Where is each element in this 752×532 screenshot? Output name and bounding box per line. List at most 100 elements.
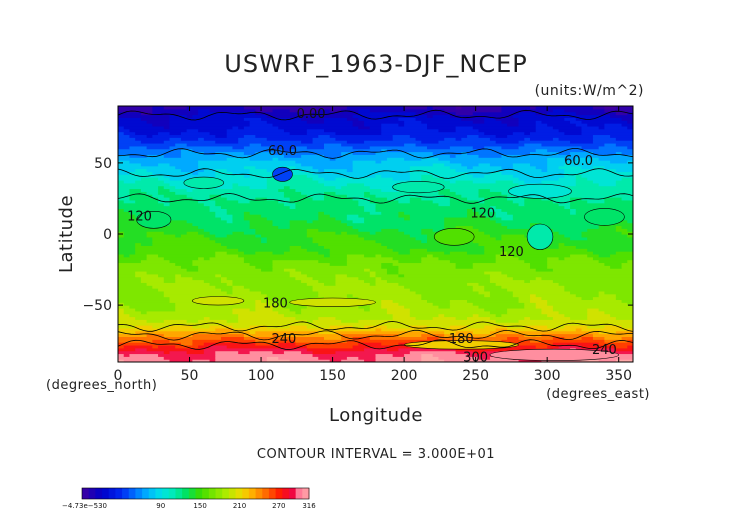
contour-cell (570, 120, 583, 124)
contour-cell (215, 273, 222, 278)
contour-label: 0.00 (297, 107, 326, 122)
contour-cell (118, 131, 125, 136)
contour-cell (386, 148, 537, 153)
contour-cell (118, 359, 125, 362)
contour-cell (604, 262, 623, 266)
contour-cell (484, 199, 514, 204)
contour-cell (118, 162, 142, 167)
contour-cell (163, 333, 193, 337)
contour-cell (358, 199, 371, 204)
plot-area (118, 106, 633, 362)
contour-cell (163, 350, 171, 355)
contour-cell (558, 344, 583, 349)
contour-cell (118, 205, 211, 209)
contour-cell (306, 319, 314, 323)
contour-interval-text: CONTOUR INTERVAL = 3.000E+01 (257, 447, 495, 462)
contour-cell (467, 299, 520, 303)
contour-cell (518, 140, 571, 144)
contour-cell (169, 359, 193, 362)
contour-cell (530, 316, 554, 320)
contour-cell (243, 117, 262, 121)
contour-cell (118, 108, 153, 113)
contour-cell (570, 236, 588, 241)
contour-cell (192, 339, 256, 343)
contour-cell (381, 342, 399, 346)
contour-cell (169, 197, 193, 201)
contour-cell (312, 319, 342, 323)
contour-cell (449, 325, 468, 329)
contour-cell (409, 177, 422, 181)
contour-cell (524, 279, 531, 283)
contour-cell (118, 245, 136, 249)
contour-cell (369, 108, 445, 113)
contour-cell (249, 199, 279, 204)
contour-cell (135, 248, 239, 252)
contour-cell (512, 114, 611, 118)
contour-cell (198, 111, 256, 116)
contour-cell (358, 319, 497, 323)
contour-cell (501, 120, 520, 124)
contour-cell (215, 171, 234, 175)
contour-cell (524, 131, 531, 136)
contour-cell (352, 162, 434, 167)
contour-cell (283, 313, 394, 318)
contour-cell (352, 344, 440, 349)
contour-cell (444, 313, 474, 318)
contour-cell (169, 137, 182, 141)
contour-cell (118, 145, 131, 150)
contour-cell (209, 325, 234, 329)
contour-cell (169, 145, 234, 150)
contour-cell (123, 359, 171, 362)
contour-cell (255, 151, 274, 155)
contour-cell (415, 137, 445, 141)
contour-cell (455, 225, 474, 229)
contour-cell (118, 270, 136, 275)
contour-cell (306, 120, 325, 124)
contour-cell (226, 128, 285, 133)
contour-cell (118, 319, 148, 323)
colorbar-cell (88, 488, 96, 499)
contour-line-0 (118, 109, 633, 121)
contour-cell (226, 290, 234, 295)
contour-cell (558, 245, 577, 249)
contour-cell (346, 117, 359, 121)
contour-cell (438, 356, 480, 360)
contour-cell (129, 191, 148, 195)
contour-cell (364, 236, 417, 241)
contour-cell (478, 290, 491, 295)
contour-cell (467, 325, 485, 329)
contour-cell (541, 310, 560, 315)
y-unit-label: (degrees_north) (46, 378, 157, 393)
contour-cell (346, 253, 365, 258)
contour-cell (324, 117, 348, 121)
contour-cell (570, 211, 577, 215)
contour-cell (306, 273, 337, 278)
contour-cell (358, 214, 399, 218)
contour-cell (570, 316, 588, 320)
contour-cell (243, 165, 256, 170)
contour-cell (266, 239, 314, 244)
contour-cell (421, 296, 520, 301)
contour-cell (335, 276, 359, 281)
contour-cell (163, 293, 268, 298)
contour-cell (118, 285, 153, 289)
contour-cell (123, 199, 136, 204)
contour-cell (163, 185, 176, 190)
contour-cell (118, 111, 142, 116)
contour-cell (272, 262, 331, 266)
contour-cell (375, 253, 382, 258)
contour-cell (592, 134, 611, 138)
contour-cell (501, 171, 565, 175)
contour-cell (364, 219, 445, 224)
contour-cell (129, 188, 142, 192)
contour-cell (627, 259, 633, 264)
contour-cell (467, 282, 480, 286)
contour-cell (272, 350, 285, 355)
contour-cell (581, 234, 628, 238)
contour-cell (346, 222, 445, 227)
contour-cell (409, 248, 428, 252)
contour-cell (215, 239, 262, 244)
contour-cell (335, 231, 342, 235)
contour-cell (146, 168, 182, 173)
contour-cell (232, 231, 245, 235)
